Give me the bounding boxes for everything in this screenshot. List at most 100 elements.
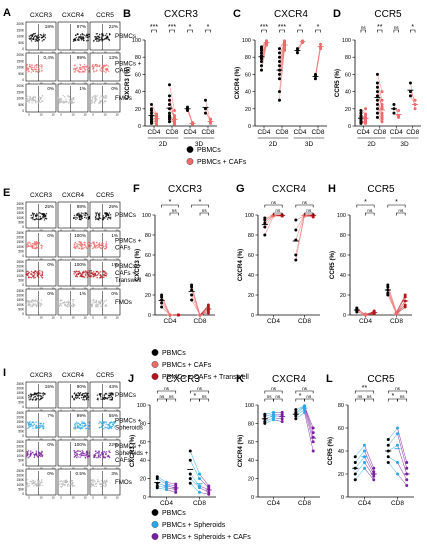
flow-event bbox=[28, 67, 30, 70]
flow-event bbox=[28, 303, 31, 305]
flow-event bbox=[59, 98, 61, 101]
flow-event bbox=[26, 450, 28, 453]
flow-event bbox=[27, 450, 30, 452]
data-point bbox=[303, 408, 306, 412]
flow-event bbox=[67, 484, 69, 486]
flow-event bbox=[96, 273, 99, 276]
flow-event bbox=[86, 39, 88, 42]
flow-event bbox=[112, 424, 115, 426]
flow-event bbox=[95, 302, 98, 304]
flow-percent-label: 22% bbox=[109, 442, 118, 447]
flow-event bbox=[31, 247, 34, 249]
flow-event bbox=[96, 212, 99, 214]
y-tick-label: 20 bbox=[135, 107, 141, 113]
flow-event bbox=[35, 393, 37, 395]
flow-event bbox=[77, 36, 80, 38]
flow-event bbox=[39, 217, 42, 220]
flow-event bbox=[39, 269, 41, 272]
flow-y-tick: 50K bbox=[18, 487, 25, 491]
data-point bbox=[294, 218, 298, 222]
flow-event bbox=[79, 34, 82, 36]
paired-line bbox=[191, 299, 201, 316]
flow-event bbox=[98, 480, 100, 483]
flow-event bbox=[98, 300, 100, 302]
data-point bbox=[364, 118, 368, 122]
data-point bbox=[355, 306, 359, 310]
significance-bracket bbox=[264, 398, 274, 402]
flow-event bbox=[29, 66, 32, 68]
significance-label: ns bbox=[275, 208, 281, 213]
flow-event bbox=[111, 393, 113, 395]
flow-event bbox=[96, 479, 99, 481]
flow-event bbox=[99, 456, 102, 459]
data-point bbox=[408, 90, 412, 94]
flow-y-tick: 50K bbox=[18, 72, 25, 76]
flow-event bbox=[62, 301, 65, 304]
flow-event bbox=[41, 94, 44, 97]
flow-event bbox=[33, 213, 36, 215]
flow-event bbox=[98, 37, 101, 39]
significance-label: ns bbox=[357, 394, 363, 399]
data-point bbox=[198, 490, 201, 494]
flow-event bbox=[38, 399, 41, 401]
flow-event bbox=[95, 212, 97, 214]
paired-line bbox=[157, 478, 167, 485]
data-point bbox=[375, 107, 379, 111]
significance-bracket bbox=[273, 398, 283, 402]
flow-event bbox=[111, 425, 113, 427]
y-axis-label: CXCR4 (%) bbox=[237, 435, 244, 467]
flow-event bbox=[91, 96, 94, 98]
flow-event bbox=[106, 218, 109, 220]
flow-percent-label: 0% bbox=[47, 291, 54, 296]
flow-x-tick: 0 bbox=[60, 51, 62, 55]
flow-event bbox=[105, 453, 107, 455]
flow-y-tick: 100K bbox=[17, 66, 25, 70]
flow-event bbox=[32, 303, 35, 306]
flow-event bbox=[108, 450, 110, 452]
flow-event bbox=[92, 63, 94, 66]
flow-event-cloud bbox=[27, 392, 46, 401]
flow-event bbox=[28, 35, 31, 38]
flow-event bbox=[32, 482, 35, 485]
flow-event bbox=[27, 394, 30, 397]
flow-y-tick: 50K bbox=[18, 278, 25, 282]
flow-y-tick: 0 bbox=[22, 405, 24, 409]
flow-event bbox=[62, 101, 64, 103]
flow-event bbox=[58, 483, 61, 485]
flow-event bbox=[41, 273, 44, 275]
data-point bbox=[277, 77, 281, 81]
flow-event bbox=[98, 40, 101, 42]
flow-event bbox=[34, 427, 37, 429]
group-label: 2D bbox=[269, 141, 278, 148]
flow-event bbox=[41, 100, 44, 102]
x-tick-label: CD4 bbox=[267, 500, 280, 507]
flow-condition-label: Spheroids bbox=[115, 425, 143, 432]
flow-y-tick: 100K bbox=[17, 483, 25, 487]
flow-event bbox=[29, 393, 32, 395]
flow-event bbox=[91, 272, 94, 274]
data-point bbox=[353, 461, 357, 464]
flow-y-tick: 0 bbox=[22, 463, 24, 467]
flow-y-tick: 0 bbox=[22, 283, 24, 287]
significance-label: * bbox=[299, 24, 302, 31]
flow-event bbox=[94, 272, 96, 274]
flow-condition-label: PBMCs bbox=[115, 33, 136, 40]
flow-event bbox=[80, 453, 82, 455]
data-point bbox=[294, 417, 298, 421]
flow-event bbox=[109, 396, 111, 399]
flow-event bbox=[40, 34, 43, 36]
flow-event bbox=[74, 34, 77, 36]
flow-event-cloud bbox=[25, 63, 43, 73]
flow-event bbox=[36, 300, 38, 303]
data-point bbox=[263, 216, 267, 220]
flow-event bbox=[41, 392, 43, 395]
data-point bbox=[173, 120, 177, 124]
flow-event bbox=[32, 396, 35, 399]
flow-event bbox=[33, 456, 36, 459]
flow-event bbox=[88, 454, 91, 457]
x-tick-label: CD4 bbox=[293, 129, 306, 136]
significance-bracket bbox=[169, 212, 179, 216]
data-point bbox=[155, 112, 159, 116]
flow-percent-label: 0% bbox=[111, 86, 118, 91]
